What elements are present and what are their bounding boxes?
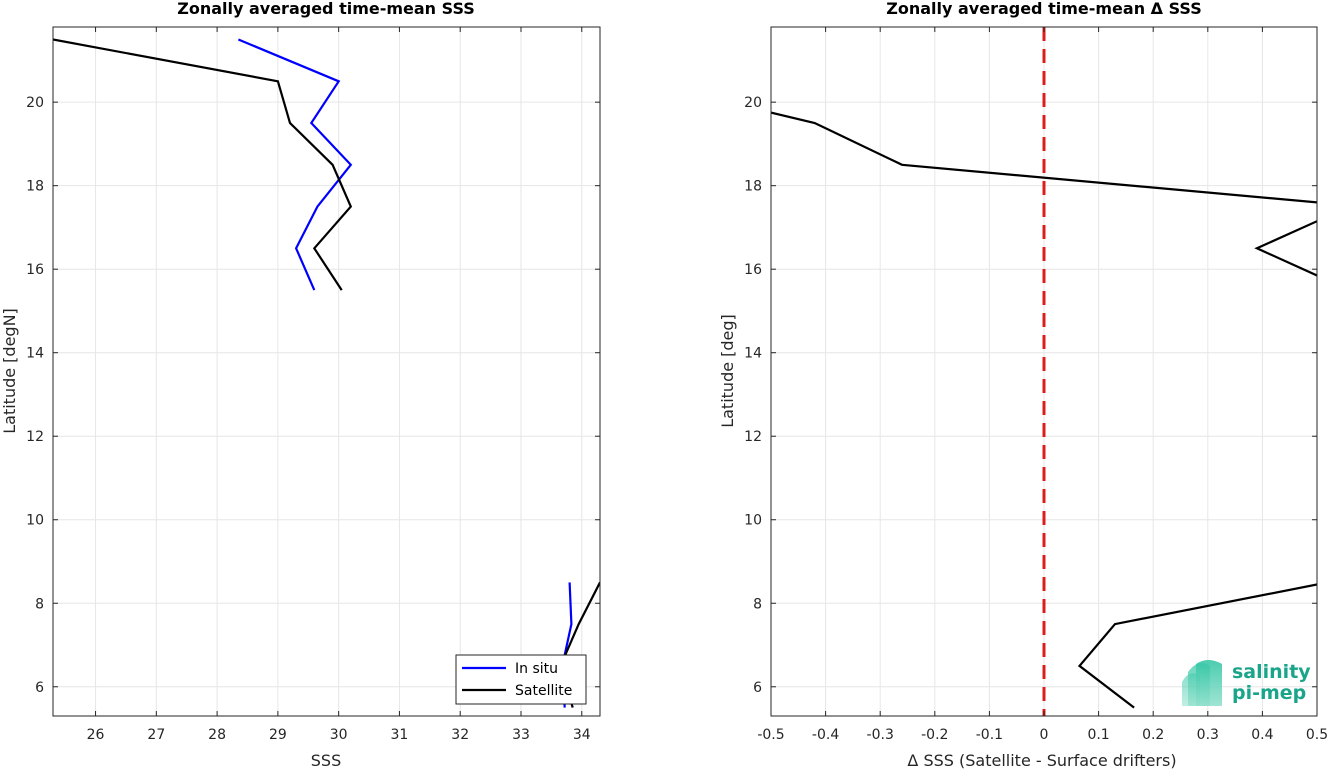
series-line-delta-sss — [771, 111, 1317, 204]
right-y-axis-label: Latitude [deg] — [718, 314, 737, 428]
x-tick-label: 32 — [451, 727, 469, 743]
x-tick-label: -0.2 — [921, 727, 948, 743]
legend-label-satellite: Satellite — [515, 683, 572, 699]
y-tick-label: 18 — [744, 179, 762, 195]
left-panel: 26 27 28 29 30 31 32 33 34 6 8 10 12 14 16 18 20 Zonally… — [0, 0, 601, 769]
left-y-axis-label: Latitude [degN] — [0, 308, 19, 434]
series-line-satellite — [53, 38, 353, 291]
logo-text-line1: salinity — [1232, 661, 1311, 683]
y-tick-label: 6 — [35, 680, 44, 696]
y-tick-label: 14 — [26, 346, 44, 362]
legend-box — [455, 654, 587, 705]
x-tick-label: 0.2 — [1142, 727, 1164, 743]
x-tick-label: 27 — [147, 727, 165, 743]
y-tick-label: 10 — [744, 513, 762, 529]
y-tick-label: 14 — [744, 346, 762, 362]
x-tick-label: 0 — [1040, 727, 1049, 743]
series-line-in-situ — [237, 38, 353, 291]
right-ticks: -0.5 -0.4 -0.3 -0.2 -0.1 0 0.1 0.2 0.3 0.4 0.5 6 8 10… — [744, 27, 1328, 743]
y-tick-label: 20 — [744, 95, 762, 111]
x-tick-label: -0.5 — [757, 727, 784, 743]
legend-label-in-situ: In situ — [515, 661, 558, 677]
x-tick-label: 34 — [573, 727, 591, 743]
y-tick-label: 10 — [26, 513, 44, 529]
x-tick-label: 0.1 — [1087, 727, 1109, 743]
series-line-delta-sss — [1254, 220, 1317, 277]
right-x-axis-label: Δ SSS (Satellite - Surface drifters) — [907, 751, 1176, 769]
y-tick-label: 16 — [26, 262, 44, 278]
x-tick-label: -0.4 — [812, 727, 839, 743]
x-tick-label: 33 — [512, 727, 530, 743]
x-tick-label: 0.3 — [1197, 727, 1219, 743]
right-panel: -0.5 -0.4 -0.3 -0.2 -0.1 0 0.1 0.2 0.3 0.4 0.5 6 8 10… — [718, 0, 1328, 769]
left-ticks: 26 27 28 29 30 31 32 33 34 6 8 10 12 14 16 18 20 — [26, 27, 600, 743]
left-grid — [53, 27, 600, 716]
x-tick-label: 28 — [208, 727, 226, 743]
x-tick-label: -0.3 — [867, 727, 894, 743]
x-tick-label: 0.4 — [1251, 727, 1273, 743]
y-tick-label: 20 — [26, 95, 44, 111]
y-tick-label: 8 — [753, 596, 762, 612]
x-tick-label: 30 — [330, 727, 348, 743]
right-chart-title: Zonally averaged time-mean Δ SSS — [886, 0, 1202, 18]
x-tick-label: -0.1 — [976, 727, 1003, 743]
x-tick-label: 26 — [87, 727, 105, 743]
y-tick-label: 8 — [35, 596, 44, 612]
logo-text-line2: pi-mep — [1232, 682, 1306, 704]
x-tick-label: 0.5 — [1306, 727, 1328, 743]
y-tick-label: 12 — [26, 429, 44, 445]
wave-logo-icon — [1182, 660, 1222, 706]
left-axes-frame — [52, 26, 601, 717]
right-series — [771, 111, 1317, 709]
legend: In situ Satellite — [455, 654, 587, 705]
x-tick-label: 31 — [391, 727, 409, 743]
y-tick-label: 18 — [26, 179, 44, 195]
x-tick-label: 29 — [269, 727, 287, 743]
y-tick-label: 12 — [744, 429, 762, 445]
left-x-axis-label: SSS — [311, 751, 341, 769]
y-tick-label: 16 — [744, 262, 762, 278]
salinity-pimep-logo: salinity pi-mep — [1182, 660, 1311, 706]
series-line-delta-sss — [1077, 583, 1317, 709]
left-chart-title: Zonally averaged time-mean SSS — [177, 0, 475, 18]
y-tick-label: 6 — [753, 680, 762, 696]
